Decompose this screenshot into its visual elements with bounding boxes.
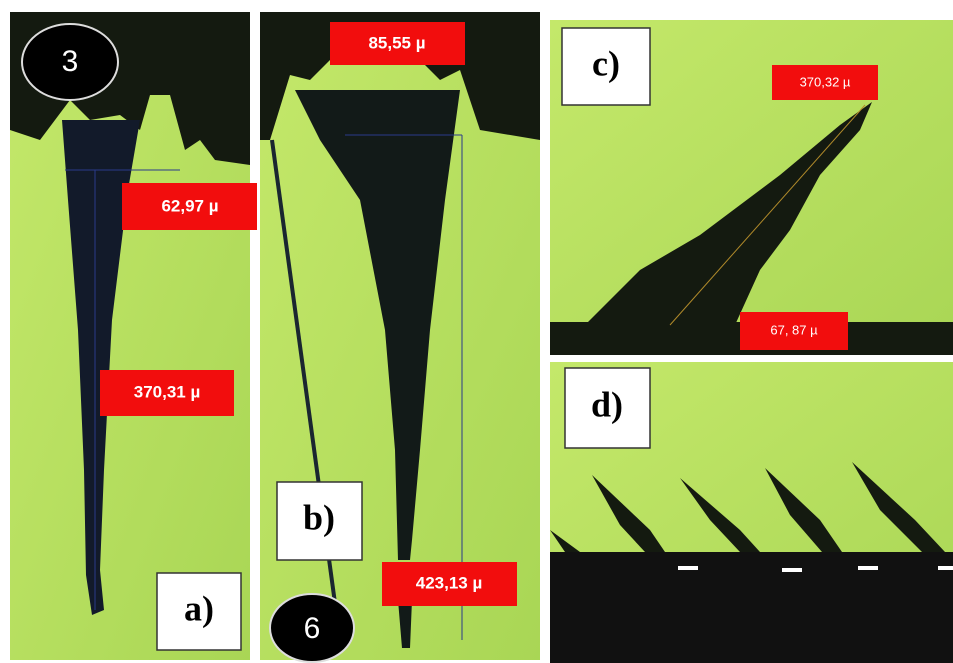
figure: 3 62,97 µ 370,31 µ a) 85,55 µ 423,13 µ b… bbox=[0, 0, 953, 663]
measurement: 62,97 µ bbox=[161, 196, 218, 215]
measurement: 370,32 µ bbox=[800, 74, 851, 89]
badge-text: 6 bbox=[304, 612, 321, 645]
page: 3 62,97 µ 370,31 µ a) 85,55 µ 423,13 µ b… bbox=[0, 0, 953, 663]
badge-text: 3 bbox=[62, 45, 79, 78]
panel-c: 370,32 µ 67, 87 µ c) bbox=[550, 20, 953, 355]
scale-mark bbox=[782, 568, 802, 572]
panel-a: 3 62,97 µ 370,31 µ a) bbox=[10, 12, 257, 660]
dark-edge bbox=[550, 552, 953, 663]
scale-mark bbox=[678, 566, 698, 570]
panel-label: c) bbox=[592, 43, 620, 83]
measurement: 85,55 µ bbox=[368, 33, 425, 52]
panel-d: d) bbox=[550, 362, 953, 663]
measurement: 370,31 µ bbox=[134, 382, 201, 401]
scale-mark bbox=[858, 566, 878, 570]
panel-label: d) bbox=[591, 384, 623, 424]
scale-mark bbox=[938, 566, 953, 570]
measurement: 67, 87 µ bbox=[770, 322, 818, 337]
measurement: 423,13 µ bbox=[416, 573, 483, 592]
panel-label: a) bbox=[184, 588, 214, 628]
panel-label: b) bbox=[303, 497, 335, 537]
panel-b: 85,55 µ 423,13 µ b) 6 bbox=[260, 12, 540, 662]
